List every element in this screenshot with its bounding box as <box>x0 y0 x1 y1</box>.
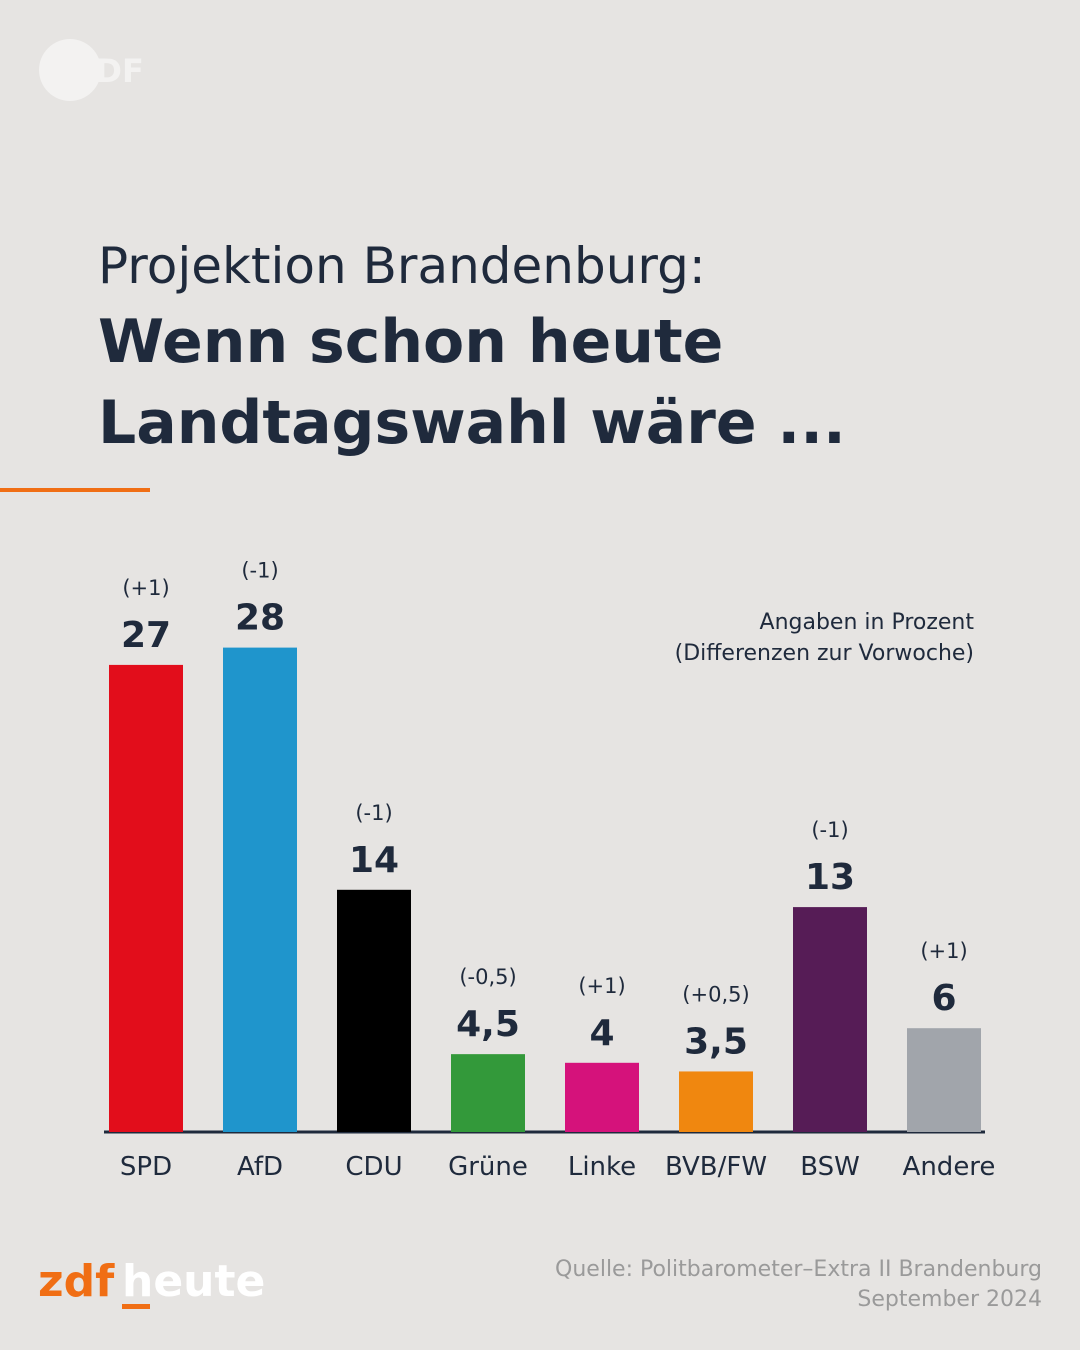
logo-circle <box>39 39 101 101</box>
change-label: (+1) <box>920 939 967 963</box>
value-label: 3,5 <box>684 1021 748 1062</box>
bar <box>907 1028 981 1132</box>
value-label: 4 <box>589 1013 614 1054</box>
bar <box>679 1071 753 1132</box>
bar <box>793 907 867 1132</box>
x-tick-label: CDU <box>345 1152 402 1182</box>
change-label: (-0,5) <box>459 965 516 989</box>
brand-prefix: zdf <box>38 1256 115 1307</box>
x-tick-label: Grüne <box>448 1152 528 1182</box>
note: (Differenzen zur Vorwoche) <box>675 641 974 666</box>
change-label: (+1) <box>578 974 625 998</box>
chart-subtitle: Landtagswahl wäre ... <box>98 388 846 458</box>
chart-subtitle: Wenn schon heute <box>98 307 723 377</box>
bar <box>109 664 183 1132</box>
change-label: (+0,5) <box>682 982 749 1006</box>
value-label: 6 <box>931 978 956 1019</box>
x-tick-label: Andere <box>903 1152 996 1182</box>
logo: ZDF <box>72 52 144 90</box>
value-label: 13 <box>805 857 855 898</box>
x-tick-label: Linke <box>568 1152 636 1182</box>
change-label: (-1) <box>811 818 848 842</box>
value-label: 27 <box>121 615 171 656</box>
change-label: (+1) <box>122 576 169 600</box>
chart-title: Projektion Brandenburg: <box>98 237 706 295</box>
source: Quelle: Politbarometer–Extra II Brandenb… <box>555 1257 1042 1282</box>
value-label: 14 <box>349 840 399 881</box>
value-label: 28 <box>235 598 285 639</box>
bar <box>451 1054 525 1132</box>
change-label: (-1) <box>355 801 392 825</box>
value-label: 4,5 <box>456 1004 520 1045</box>
x-tick-label: SPD <box>120 1152 172 1182</box>
x-tick-label: BSW <box>800 1152 860 1182</box>
bar <box>337 889 411 1132</box>
x-tick-label: BVB/FW <box>665 1152 767 1182</box>
brand-suffix: heute <box>122 1256 265 1307</box>
brand-underline <box>122 1304 150 1309</box>
note: Angaben in Prozent <box>760 610 975 635</box>
source: September 2024 <box>857 1287 1042 1312</box>
accent-line <box>0 488 150 492</box>
bar <box>223 647 297 1132</box>
bar <box>565 1062 639 1132</box>
change-label: (-1) <box>241 559 278 583</box>
x-tick-label: AfD <box>237 1152 283 1182</box>
